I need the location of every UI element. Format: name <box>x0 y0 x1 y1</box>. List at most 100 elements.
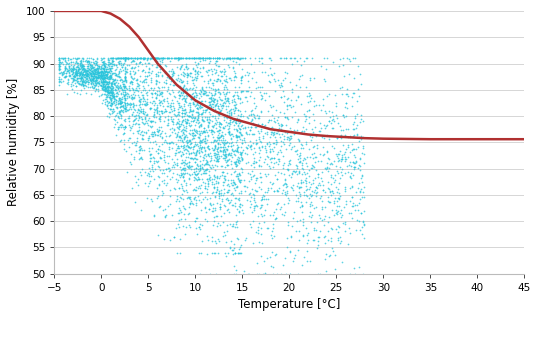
Point <box>90 80 99 86</box>
Point <box>124 93 133 99</box>
Point <box>108 96 116 101</box>
Point <box>185 195 194 201</box>
Point <box>289 127 298 133</box>
Point <box>192 202 201 208</box>
Point <box>145 145 153 150</box>
Point <box>138 120 147 126</box>
Point <box>223 55 231 61</box>
Point <box>106 94 115 99</box>
Point <box>242 94 251 100</box>
Point <box>153 78 161 84</box>
Point <box>119 95 128 101</box>
Point <box>176 79 185 85</box>
Point <box>154 73 162 79</box>
Point <box>134 147 143 153</box>
Point <box>196 102 204 108</box>
Point <box>321 205 329 210</box>
Point <box>71 69 80 74</box>
Point <box>292 162 300 167</box>
Point <box>174 123 183 129</box>
Point <box>339 55 348 61</box>
Point <box>160 213 169 219</box>
Point <box>358 151 366 156</box>
Point <box>152 55 160 61</box>
Point <box>129 58 138 64</box>
Point <box>271 206 280 212</box>
Point <box>348 147 356 152</box>
Point <box>336 135 345 140</box>
Point <box>100 74 109 80</box>
Point <box>230 102 239 107</box>
Point <box>254 84 263 90</box>
Point <box>207 55 216 61</box>
Point <box>245 131 253 137</box>
Point <box>221 131 229 137</box>
Point <box>108 80 116 86</box>
Point <box>345 231 354 236</box>
Point <box>336 240 345 246</box>
Point <box>234 93 243 99</box>
Point <box>214 106 222 111</box>
Point <box>181 170 189 176</box>
Point <box>158 179 167 184</box>
Point <box>109 58 118 64</box>
Point <box>202 55 210 61</box>
Point <box>98 87 107 93</box>
Point <box>178 62 187 68</box>
Point <box>319 102 328 107</box>
Point <box>140 55 148 61</box>
Point <box>124 115 133 121</box>
Point <box>357 116 365 122</box>
Point <box>253 271 261 277</box>
Point <box>174 178 182 183</box>
Point <box>205 84 214 90</box>
Point <box>72 68 80 74</box>
Point <box>229 116 238 122</box>
Point <box>289 209 298 214</box>
Point <box>128 68 137 73</box>
Point <box>147 162 156 167</box>
Point <box>235 201 244 206</box>
Point <box>60 70 68 75</box>
Point <box>155 58 164 64</box>
Point <box>211 55 220 61</box>
Point <box>168 121 177 127</box>
Point <box>293 183 301 188</box>
Point <box>169 163 178 168</box>
Point <box>300 130 308 135</box>
Point <box>78 55 87 61</box>
Point <box>77 72 86 78</box>
Point <box>103 66 111 72</box>
Point <box>218 170 226 175</box>
Point <box>146 155 154 161</box>
Point <box>173 55 181 61</box>
Point <box>218 170 227 175</box>
Point <box>192 226 201 231</box>
Point <box>272 176 281 182</box>
Point <box>153 88 161 94</box>
Point <box>98 68 107 74</box>
Point <box>167 164 176 170</box>
Point <box>278 163 287 168</box>
Point <box>190 55 199 61</box>
Point <box>126 55 135 61</box>
Point <box>180 101 188 107</box>
Point <box>93 66 101 72</box>
Point <box>342 126 350 132</box>
Point <box>191 87 200 93</box>
Point <box>230 108 238 114</box>
Point <box>135 125 144 130</box>
Point <box>310 227 318 232</box>
Point <box>193 143 202 148</box>
Point <box>154 146 162 151</box>
Point <box>290 168 299 174</box>
Point <box>175 148 184 153</box>
Point <box>174 88 183 94</box>
Point <box>293 119 302 125</box>
Point <box>153 111 161 116</box>
Point <box>179 82 188 87</box>
Point <box>283 183 292 188</box>
Point <box>101 69 110 74</box>
Point <box>196 104 205 110</box>
Point <box>190 143 199 149</box>
